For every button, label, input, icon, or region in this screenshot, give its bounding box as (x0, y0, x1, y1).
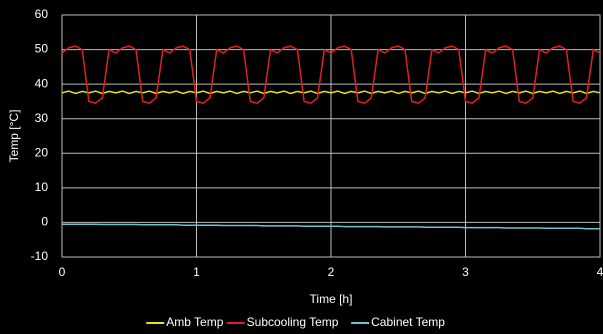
series-line (62, 223, 600, 230)
x-tick-label: 0 (59, 265, 66, 279)
y-tick-label: 0 (41, 215, 48, 229)
legend-label: Cabinet Temp (371, 315, 445, 329)
series-line (61, 90, 601, 95)
y-tick-label: 30 (35, 111, 49, 125)
y-tick-label: 20 (35, 145, 49, 159)
legend-label: Amb Temp (166, 315, 223, 329)
x-tick-label: 3 (462, 265, 469, 279)
y-axis-label: Temp [°C] (7, 110, 21, 163)
y-tick-label: 40 (35, 76, 49, 90)
x-tick-label: 1 (193, 265, 200, 279)
x-axis-label: Time [h] (310, 292, 353, 306)
series-line (61, 45, 601, 105)
y-tick-label: -10 (31, 249, 49, 263)
legend-label: Subcooling Temp (247, 315, 339, 329)
x-tick-label: 4 (597, 265, 603, 279)
y-tick-label: 50 (35, 42, 49, 56)
x-tick-label: 2 (328, 265, 335, 279)
y-tick-label: 60 (35, 7, 49, 21)
y-tick-label: 10 (35, 180, 49, 194)
